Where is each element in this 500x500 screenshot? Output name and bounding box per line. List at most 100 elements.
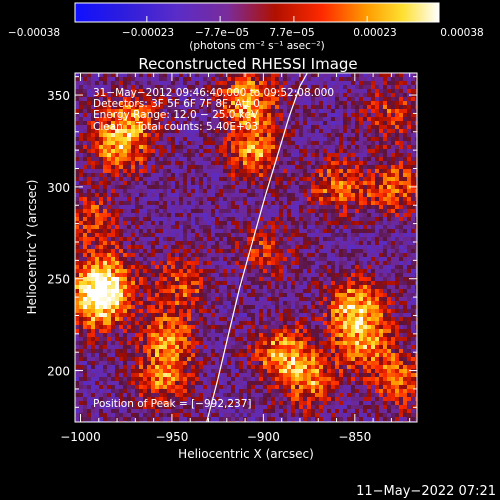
heatmap-cell (231, 81, 236, 86)
heatmap-cell (179, 185, 184, 190)
heatmap-cell (415, 177, 417, 182)
heatmap-cell (387, 269, 392, 274)
heatmap-cell (359, 221, 364, 226)
heatmap-cell (79, 201, 84, 206)
heatmap-cell (119, 97, 124, 102)
heatmap-cell (171, 193, 176, 198)
heatmap-cell (407, 257, 412, 262)
heatmap-cell (75, 189, 80, 194)
heatmap-cell (415, 281, 417, 286)
heatmap-cell (295, 269, 300, 274)
heatmap-cell (247, 229, 252, 234)
heatmap-cell (191, 193, 196, 198)
heatmap-cell (219, 133, 224, 138)
heatmap-cell (391, 273, 396, 278)
heatmap-cell (95, 289, 100, 294)
heatmap-cell (127, 237, 132, 242)
heatmap-cell (227, 233, 232, 238)
heatmap-cell (175, 145, 180, 150)
heatmap-cell (91, 105, 96, 110)
heatmap-cell (255, 141, 260, 146)
heatmap-cell (187, 109, 192, 114)
heatmap-cell (195, 77, 200, 82)
heatmap-cell (391, 153, 396, 158)
heatmap-cell (207, 89, 212, 94)
heatmap-cell (315, 153, 320, 158)
heatmap-cell (155, 257, 160, 262)
heatmap-cell (379, 165, 384, 170)
heatmap-cell (379, 225, 384, 230)
heatmap-cell (299, 245, 304, 250)
heatmap-cell (339, 97, 344, 102)
heatmap-cell (399, 161, 404, 166)
heatmap-cell (331, 125, 336, 130)
heatmap-cell (107, 153, 112, 158)
heatmap-cell (407, 133, 412, 138)
heatmap-cell (83, 177, 88, 182)
heatmap-cell (143, 169, 148, 174)
heatmap-cell (267, 229, 272, 234)
heatmap-cell (75, 125, 80, 130)
heatmap-cell (263, 233, 268, 238)
heatmap-cell (219, 97, 224, 102)
heatmap-cell (79, 81, 84, 86)
heatmap-cell (235, 261, 240, 266)
heatmap-cell (255, 229, 260, 234)
heatmap-cell (355, 249, 360, 254)
heatmap-cell (195, 213, 200, 218)
heatmap-cell (339, 185, 344, 190)
heatmap-cell (403, 189, 408, 194)
heatmap-cell (227, 197, 232, 202)
heatmap-cell (239, 253, 244, 258)
heatmap-cell (319, 289, 324, 294)
heatmap-cell (183, 273, 188, 278)
heatmap-cell (75, 229, 80, 234)
heatmap-cell (143, 73, 148, 78)
heatmap-cell (263, 221, 268, 226)
heatmap-cell (255, 269, 260, 274)
heatmap-cell (111, 181, 116, 186)
heatmap-cell (267, 285, 272, 290)
heatmap-cell (83, 233, 88, 238)
heatmap-cell (215, 213, 220, 218)
heatmap-cell (111, 245, 116, 250)
heatmap-cell (399, 273, 404, 278)
heatmap-cell (395, 133, 400, 138)
heatmap-cell (103, 301, 108, 306)
heatmap-cell (271, 117, 276, 122)
heatmap-cell (219, 285, 224, 290)
heatmap-cell (279, 269, 284, 274)
heatmap-cell (339, 281, 344, 286)
heatmap-cell (319, 173, 324, 178)
heatmap-cell (339, 269, 344, 274)
heatmap-cell (131, 257, 136, 262)
heatmap-cell (307, 297, 312, 302)
heatmap-cell (407, 273, 412, 278)
heatmap-cell (251, 129, 256, 134)
heatmap-cell (127, 73, 132, 78)
heatmap-cell (163, 297, 168, 302)
heatmap-cell (231, 261, 236, 266)
heatmap-cell (83, 185, 88, 190)
heatmap-cell (171, 229, 176, 234)
heatmap-cell (279, 193, 284, 198)
heatmap-cell (359, 89, 364, 94)
heatmap-cell (163, 181, 168, 186)
heatmap-cell (155, 273, 160, 278)
heatmap-cell (115, 97, 120, 102)
heatmap-cell (155, 113, 160, 118)
heatmap-cell (87, 217, 92, 222)
heatmap-cell (399, 249, 404, 254)
heatmap-cell (139, 205, 144, 210)
heatmap-cell (359, 189, 364, 194)
heatmap-cell (387, 265, 392, 270)
heatmap-cell (347, 181, 352, 186)
heatmap-cell (231, 177, 236, 182)
heatmap-cell (243, 157, 248, 162)
heatmap-cell (251, 137, 256, 142)
heatmap-cell (119, 125, 124, 130)
heatmap-cell (391, 149, 396, 154)
heatmap-cell (319, 237, 324, 242)
heatmap-cell (107, 85, 112, 90)
heatmap-cell (411, 209, 416, 214)
